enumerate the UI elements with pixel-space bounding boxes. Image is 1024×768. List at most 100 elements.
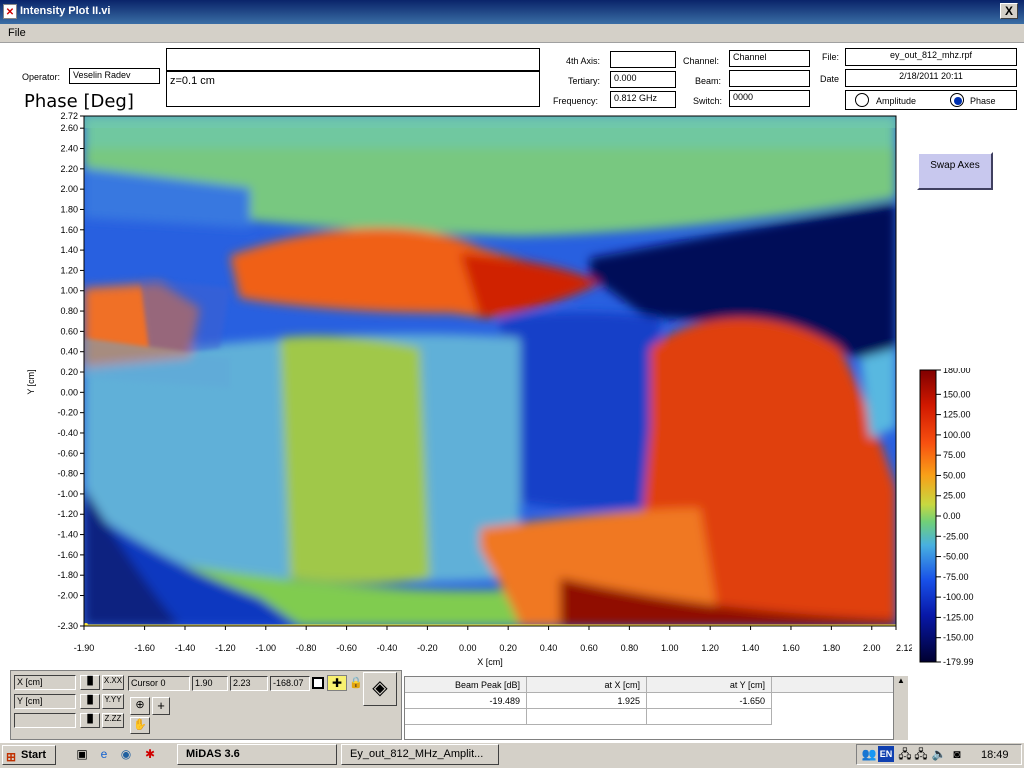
x-axis-scale-button[interactable]: ▐▌ [80, 675, 100, 690]
z-axis-name-field[interactable] [14, 713, 76, 728]
menu-file[interactable]: File [8, 27, 26, 39]
labview-app-icon: ✕ [3, 4, 17, 19]
x-tick-label: -1.90 [74, 643, 95, 653]
cursor-x-field[interactable]: 1.90 [192, 676, 228, 691]
x-tick-label: 0.80 [621, 643, 639, 653]
y-tick-label: -1.80 [57, 570, 78, 580]
y-tick-label: -2.30 [57, 621, 78, 631]
empty-cell [647, 709, 772, 725]
fourth-axis-field[interactable] [610, 51, 676, 68]
y-tick-label: 1.20 [60, 265, 78, 275]
col-at-x: at X [cm] [527, 677, 647, 693]
language-indicator[interactable]: EN [878, 746, 894, 762]
x-tick-label: -1.60 [134, 643, 155, 653]
show-desktop-icon[interactable]: ▣ [76, 747, 88, 761]
task-midas[interactable]: MiDAS 3.6 [177, 744, 337, 765]
cursor-value-field[interactable]: -168.07 [270, 676, 310, 691]
y-tick-label: -0.60 [57, 448, 78, 458]
cursor-move-diamond-icon[interactable]: ◈ [363, 672, 397, 706]
cell-beam-peak: -19.489 [405, 693, 527, 709]
y-tick-label: -0.20 [57, 408, 78, 418]
clock: 18:49 [981, 749, 1009, 761]
colorbar-tick-label: 100.00 [943, 430, 971, 440]
amplitude-label: Amplitude [876, 96, 917, 106]
colorbar-tick-label: 180.00 [943, 368, 971, 375]
colorbar-tick-label: -50.00 [943, 552, 969, 562]
x-tick-label: 1.20 [701, 643, 719, 653]
x-format-button[interactable]: X.XX [102, 675, 124, 690]
y-axis-scale-button[interactable]: ▐▌ [80, 694, 100, 709]
add-cursor-icon[interactable]: + [152, 697, 170, 715]
monitor-icon[interactable]: ◙ [953, 747, 961, 761]
y-tick-label: 1.80 [60, 204, 78, 214]
close-window-button[interactable]: X [1000, 3, 1018, 19]
channel-field[interactable]: Channel [729, 50, 810, 67]
intensity-plot[interactable]: -1.90 -1.60 -1.40 -1.20 -1.00 -0.80 -0.60 -0.40… [0, 108, 912, 668]
y-format-button[interactable]: Y.YY [102, 694, 124, 709]
volume-icon[interactable]: 🔈 [931, 747, 947, 761]
amplitude-radio[interactable] [855, 93, 869, 107]
x-axis-name-field[interactable]: X [cm] [14, 675, 76, 690]
top-note-field[interactable] [166, 48, 540, 71]
x-tick-label: -0.20 [417, 643, 438, 653]
lock-icon[interactable]: 🔒 [349, 677, 363, 689]
y-tick-label: 2.72 [60, 111, 78, 121]
mode-radio-group: Amplitude Phase [845, 90, 1017, 110]
network-icon[interactable]: 🖧 [898, 747, 912, 761]
note-field[interactable]: z=0.1 cm [166, 71, 540, 107]
x-tick-label: 2.00 [863, 643, 881, 653]
cursor-style-icon[interactable] [312, 677, 324, 689]
cell-at-x: 1.925 [527, 693, 647, 709]
file-field[interactable]: ey_out_812_mhz.rpf [845, 48, 1017, 66]
cursor-marker[interactable] [84, 623, 88, 627]
beam-field[interactable] [729, 70, 810, 87]
switch-field[interactable]: 0000 [729, 90, 810, 107]
z-axis-scale-button[interactable]: ▐▌ [80, 713, 100, 728]
tertiary-label: Tertiary: [568, 76, 601, 86]
cursor-y-field[interactable]: 2.23 [230, 676, 268, 691]
tertiary-field[interactable]: 0.000 [610, 71, 676, 88]
zoom-icon[interactable]: ⊕ [130, 697, 150, 715]
frequency-field[interactable]: 0.812 GHz [610, 91, 676, 108]
y-tick-label: 0.40 [60, 347, 78, 357]
empty-cell [527, 709, 647, 725]
x-tick-label: -0.40 [377, 643, 398, 653]
y-tick-label: 2.00 [60, 184, 78, 194]
x-tick-label: 0.00 [459, 643, 477, 653]
y-tick-label: -2.00 [57, 591, 78, 601]
table-scrollbar[interactable]: ▲ [893, 676, 908, 740]
phase-label: Phase [970, 96, 996, 106]
start-button[interactable]: ⊞ Start [2, 745, 56, 765]
labview-icon[interactable]: ✱ [144, 747, 156, 761]
y-axis-name-field[interactable]: Y [cm] [14, 694, 76, 709]
phase-radio-selected[interactable] [950, 93, 964, 107]
y-tick-label: 2.20 [60, 164, 78, 174]
cursor-crosshair-icon[interactable]: ✚ [327, 675, 347, 691]
x-axis-label: X [cm] [477, 657, 503, 667]
y-tick-label: -1.40 [57, 530, 78, 540]
x-tick-label: 0.60 [580, 643, 598, 653]
operator-field[interactable]: Veselin Radev [69, 68, 160, 84]
window-title: Intensity Plot II.vi [20, 5, 111, 17]
date-field[interactable]: 2/18/2011 20:11 [845, 69, 1017, 87]
z-format-button[interactable]: Z.ZZ [102, 713, 124, 728]
scroll-up-icon[interactable]: ▲ [897, 676, 905, 685]
swap-axes-button[interactable]: Swap Axes [917, 152, 993, 190]
internet-explorer-icon[interactable]: e [100, 747, 108, 761]
x-tick-label: -1.40 [175, 643, 196, 653]
beam-peak-table: Beam Peak [dB] at X [cm] at Y [cm] -19.4… [404, 676, 908, 740]
y-tick-label: 0.60 [60, 326, 78, 336]
users-icon[interactable]: 👥 [861, 747, 877, 761]
y-tick-label: -1.20 [57, 509, 78, 519]
switch-label: Switch: [693, 96, 723, 106]
explorer-icon[interactable]: ◉ [120, 747, 132, 761]
start-label: Start [21, 749, 47, 761]
task-ey-out[interactable]: Ey_out_812_MHz_Amplit... [341, 744, 499, 765]
y-tick-label: -0.80 [57, 469, 78, 479]
network-disconnected-icon[interactable]: 🖧 [914, 747, 928, 761]
cursor-name-field[interactable]: Cursor 0 [128, 676, 190, 691]
colorbar-tick-label: 50.00 [943, 470, 966, 480]
pan-hand-icon[interactable]: ✋ [130, 717, 150, 734]
operator-label: Operator: [22, 72, 61, 82]
plot-frame [83, 115, 897, 627]
